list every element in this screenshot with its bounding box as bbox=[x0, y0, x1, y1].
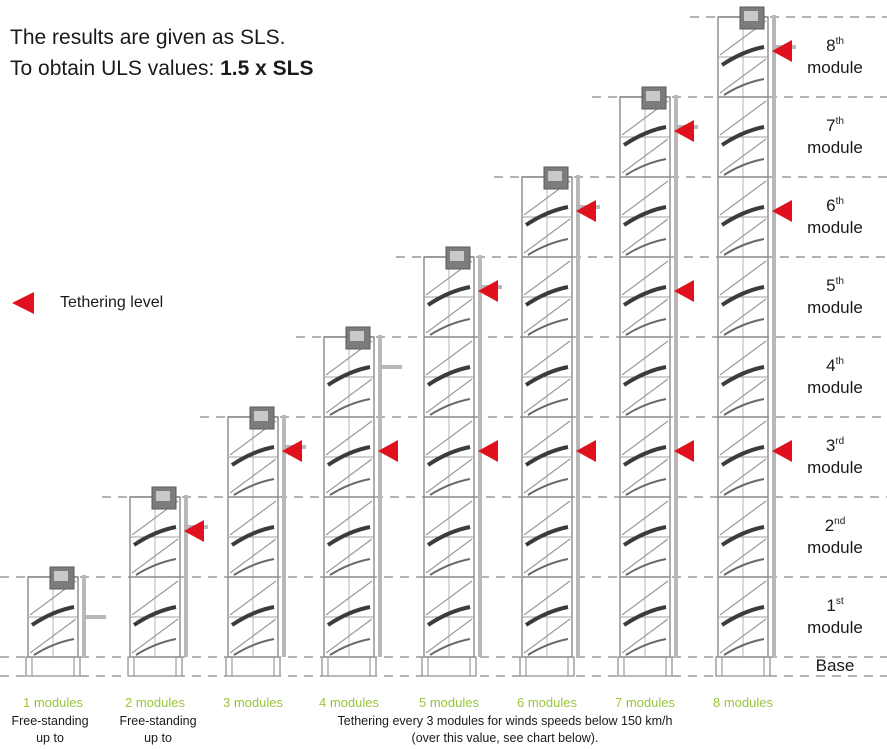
tower bbox=[25, 566, 106, 677]
tether-marker bbox=[184, 520, 204, 542]
legend: Tethering level bbox=[12, 290, 163, 316]
column-label: 8 modules bbox=[713, 695, 773, 710]
tethering-markers bbox=[184, 40, 792, 542]
module-level-label: 1st module bbox=[807, 596, 863, 637]
uls-note: To obtain ULS values: 1.5 x SLS bbox=[10, 57, 314, 80]
column-label: 4 modules bbox=[319, 695, 379, 710]
tether-marker bbox=[282, 440, 302, 462]
module-level-label: 3rd module bbox=[807, 436, 863, 477]
tether-triangle-icon bbox=[12, 292, 34, 314]
module-level-label: 7th module bbox=[807, 116, 863, 157]
module-level-label: 5th module bbox=[807, 276, 863, 317]
tether-marker bbox=[378, 440, 398, 462]
legend-label: Tethering level bbox=[60, 294, 164, 311]
scaffold-towers bbox=[25, 6, 796, 677]
module-level-label: 6th module bbox=[807, 196, 863, 237]
freestanding-note-2: Free-standing up to bbox=[119, 714, 197, 745]
tether-marker bbox=[772, 200, 792, 222]
tower bbox=[321, 326, 402, 677]
intro-text: The results are given as SLS. To obtain … bbox=[10, 22, 314, 84]
base-label: Base bbox=[815, 656, 855, 675]
column-label: 7 modules bbox=[615, 695, 675, 710]
module-level-label: 2nd module bbox=[807, 516, 863, 557]
uls-factor: 1.5 x SLS bbox=[220, 57, 314, 80]
tether-marker bbox=[478, 440, 498, 462]
tether-marker bbox=[772, 40, 792, 62]
tether-marker bbox=[674, 120, 694, 142]
freestanding-note-1: Free-standing up to bbox=[11, 714, 89, 745]
tether-marker bbox=[674, 280, 694, 302]
tethering-note: Tethering every 3 modules for winds spee… bbox=[337, 714, 673, 745]
tether-marker bbox=[772, 440, 792, 462]
module-level-label: 8th module bbox=[807, 36, 863, 77]
sls-note: The results are given as SLS. bbox=[10, 26, 286, 49]
tether-marker bbox=[576, 200, 596, 222]
column-label: 6 modules bbox=[517, 695, 577, 710]
tether-marker bbox=[478, 280, 498, 302]
tower bbox=[421, 246, 502, 677]
column-label: 3 modules bbox=[223, 695, 283, 710]
tower bbox=[519, 166, 600, 677]
column-label: 2 modules bbox=[125, 695, 185, 710]
tether-marker bbox=[674, 440, 694, 462]
tether-marker bbox=[576, 440, 596, 462]
module-level-label: 4th module bbox=[807, 356, 863, 397]
column-label: 5 modules bbox=[419, 695, 479, 710]
tower bbox=[617, 86, 698, 677]
tower bbox=[715, 6, 796, 677]
tower bbox=[225, 406, 306, 677]
column-label: 1 modules bbox=[23, 695, 83, 710]
tower bbox=[127, 486, 208, 677]
